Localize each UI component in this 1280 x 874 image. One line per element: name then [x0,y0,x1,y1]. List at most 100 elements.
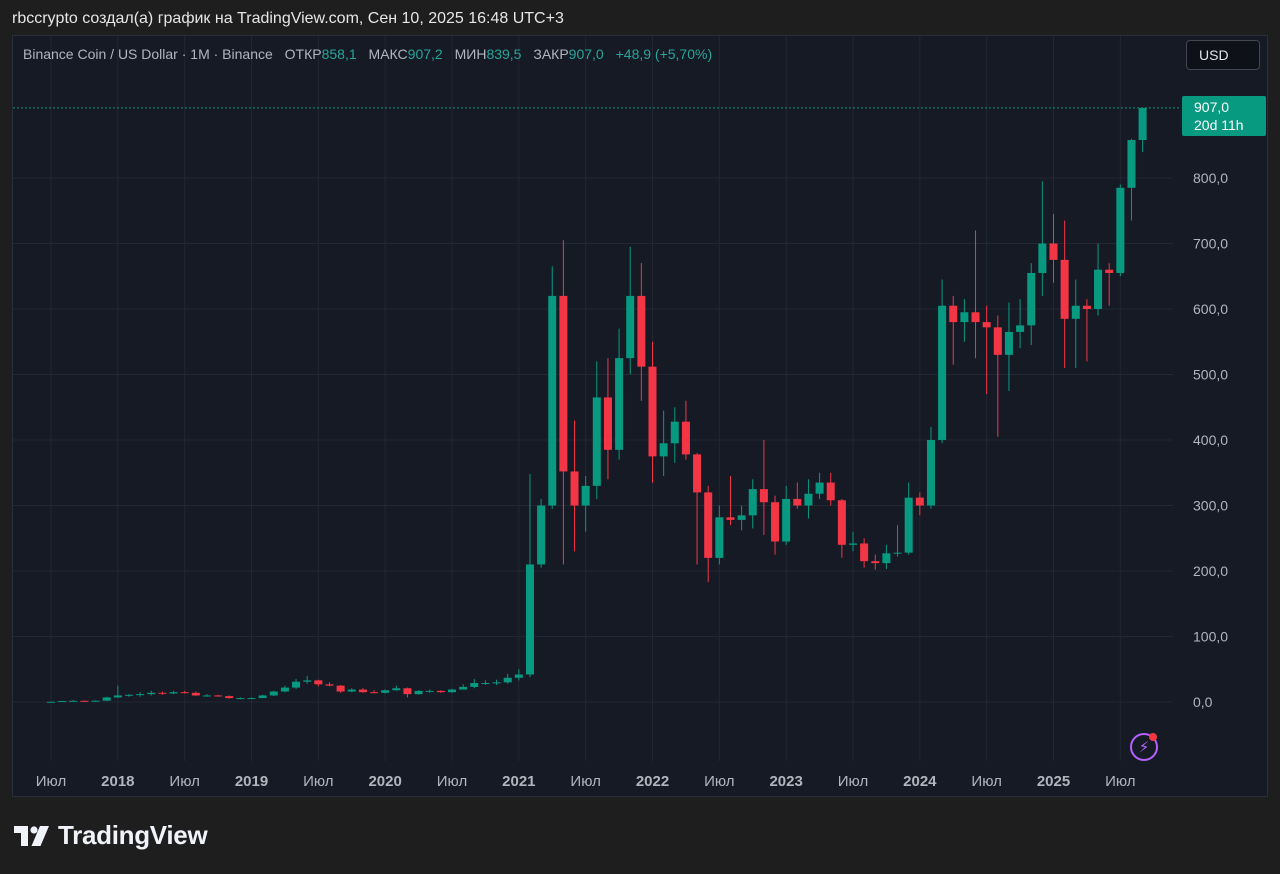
candle[interactable] [325,682,334,687]
tradingview-logo[interactable]: TradingView [14,820,208,851]
candle[interactable] [414,690,423,695]
candle[interactable] [191,691,200,697]
candle[interactable] [136,692,145,697]
candle[interactable] [871,554,880,570]
candle[interactable] [80,700,89,702]
candle[interactable] [336,684,345,693]
candle[interactable] [358,688,367,693]
candle[interactable] [893,525,902,557]
candle[interactable] [715,505,724,565]
candle[interactable] [514,669,523,681]
candle[interactable] [392,685,401,691]
candle[interactable] [158,691,167,695]
candle[interactable] [737,505,746,531]
candle[interactable] [236,697,245,700]
candle[interactable] [202,694,211,697]
candle[interactable] [347,688,356,693]
candle[interactable] [525,474,534,678]
currency-button[interactable]: USD [1186,40,1260,70]
candle[interactable] [447,688,457,693]
candle[interactable] [559,240,568,565]
candle[interactable] [592,361,601,499]
candle[interactable] [314,679,323,687]
candle[interactable] [860,538,869,568]
candle[interactable] [926,426,935,509]
candle[interactable] [570,420,579,552]
candle[interactable] [91,700,100,702]
candle[interactable] [1127,138,1136,221]
candle[interactable] [726,476,735,526]
candle[interactable] [124,694,133,697]
candle[interactable] [826,472,835,506]
candle[interactable] [1038,181,1047,296]
candle[interactable] [425,689,434,693]
candle[interactable] [169,690,178,695]
candle[interactable] [269,690,278,697]
candle[interactable] [603,358,612,480]
candle[interactable] [960,299,969,342]
candle[interactable] [147,690,156,696]
candle[interactable] [1138,107,1147,153]
candle[interactable] [693,453,702,565]
candle[interactable] [670,407,679,463]
candle[interactable] [292,679,301,689]
candle[interactable] [470,679,479,689]
candle[interactable] [180,690,189,694]
candle[interactable] [938,279,947,444]
candle[interactable] [771,495,780,555]
candle[interactable] [102,696,111,701]
candle[interactable] [982,305,991,395]
candle[interactable] [548,266,557,509]
candle[interactable] [782,485,791,545]
candle[interactable] [1105,263,1114,306]
candle[interactable] [1071,279,1080,368]
candle[interactable] [280,685,289,693]
candle[interactable] [503,673,512,684]
candle[interactable] [971,230,980,359]
candle[interactable] [1049,214,1058,283]
candle[interactable] [1094,243,1103,316]
candle[interactable] [258,694,267,699]
candle[interactable] [381,689,390,694]
price-chart[interactable]: 0,0 100,0 200,0 300,0 400,0 500,0 600,0 700,0 80… [13,36,1267,796]
candle[interactable] [681,400,690,460]
candle[interactable] [1004,302,1013,391]
lightning-icon[interactable]: ⚡ [1130,733,1158,761]
candle[interactable] [492,679,501,685]
candle[interactable] [815,472,824,499]
candle[interactable] [537,498,546,568]
candle[interactable] [214,694,223,697]
candle[interactable] [581,476,590,532]
candle[interactable] [303,675,312,684]
candle[interactable] [481,680,490,685]
candle[interactable] [247,697,256,700]
candle[interactable] [69,700,78,702]
candle[interactable] [1082,299,1091,362]
candle[interactable] [436,690,445,693]
candle[interactable] [882,544,891,570]
candle[interactable] [1060,220,1069,368]
candle[interactable] [949,295,958,365]
candle[interactable] [904,482,913,555]
candle[interactable] [848,531,858,552]
candle[interactable] [403,687,412,698]
candle[interactable] [993,315,1002,437]
candle[interactable] [659,410,668,477]
candle[interactable] [370,690,379,694]
candle[interactable] [1027,263,1036,346]
candle[interactable] [46,701,56,703]
candle[interactable] [1016,299,1025,349]
candle[interactable] [648,341,657,483]
candle[interactable] [626,246,635,375]
candle[interactable] [704,485,713,583]
candle[interactable] [1116,184,1125,277]
chart-frame[interactable]: 0,0 100,0 200,0 300,0 400,0 500,0 600,0 700,0 80… [12,35,1268,797]
candle[interactable] [459,684,468,690]
candle[interactable] [804,479,813,519]
candle[interactable] [915,492,924,516]
candle[interactable] [748,479,757,529]
candle[interactable] [615,328,624,460]
candle[interactable] [225,695,234,699]
candle[interactable] [793,482,802,509]
candle[interactable] [759,440,768,535]
